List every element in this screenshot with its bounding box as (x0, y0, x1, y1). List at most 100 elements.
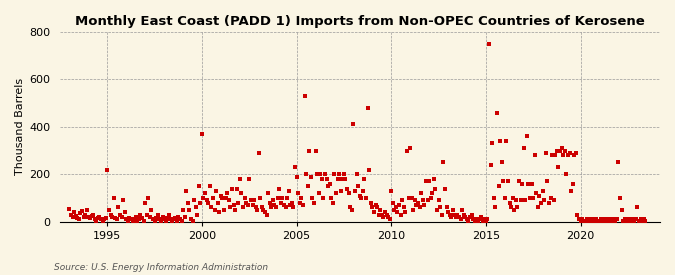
Point (313, 191, 324, 196)
Point (550, 153, 561, 158)
Point (560, 148, 570, 153)
Point (436, 212, 447, 217)
Point (580, 218, 591, 223)
Point (457, 208, 468, 212)
Point (482, 217, 493, 222)
Point (360, 196, 371, 200)
Point (174, 217, 185, 222)
Point (281, 196, 292, 200)
Point (531, 191, 542, 196)
Point (416, 191, 427, 196)
Point (572, 212, 583, 217)
Point (190, 205, 201, 210)
Point (323, 184, 333, 188)
Point (548, 198, 559, 203)
Point (542, 179, 553, 184)
Point (267, 198, 278, 203)
Point (578, 218, 589, 223)
Point (384, 217, 395, 222)
Point (406, 196, 417, 200)
Point (236, 191, 247, 196)
Point (537, 189, 548, 193)
Title: Monthly East Coast (PADD 1) Imports from Non-OPEC Countries of Kerosene: Monthly East Coast (PADD 1) Imports from… (75, 15, 645, 28)
Point (460, 215, 471, 219)
Point (595, 217, 606, 222)
Point (472, 218, 483, 223)
Point (117, 198, 128, 203)
Point (534, 193, 545, 198)
Point (132, 218, 142, 223)
Point (585, 217, 595, 222)
Point (111, 217, 122, 222)
Point (614, 196, 625, 200)
Point (246, 198, 256, 203)
Point (207, 196, 218, 200)
Point (518, 146, 529, 150)
Point (441, 205, 452, 210)
Point (148, 217, 159, 222)
Point (89, 217, 100, 222)
Point (228, 203, 239, 207)
Point (500, 196, 510, 200)
Point (510, 198, 521, 203)
Point (248, 198, 259, 203)
Point (205, 184, 215, 188)
Point (195, 200, 206, 205)
Point (386, 189, 397, 193)
Point (600, 218, 611, 223)
Point (545, 196, 556, 200)
Point (86, 214, 97, 218)
Point (302, 184, 313, 188)
Point (284, 189, 294, 193)
Point (188, 198, 199, 203)
Point (211, 189, 221, 193)
Point (594, 218, 605, 223)
Point (632, 205, 643, 210)
Point (105, 212, 116, 217)
Point (529, 153, 540, 158)
Point (523, 182, 534, 186)
Point (279, 203, 290, 207)
Point (562, 153, 573, 158)
Point (556, 146, 567, 150)
Point (244, 177, 254, 181)
Point (475, 217, 485, 222)
Point (222, 191, 233, 196)
Point (318, 196, 329, 200)
Point (256, 205, 267, 210)
Point (70, 214, 81, 218)
Point (348, 122, 359, 127)
Point (165, 217, 176, 222)
Point (154, 217, 165, 222)
Point (353, 184, 364, 188)
Point (504, 200, 515, 205)
Point (612, 217, 622, 222)
Point (129, 217, 140, 222)
Point (543, 200, 554, 205)
Point (509, 208, 520, 212)
Point (364, 167, 375, 172)
Point (223, 198, 234, 203)
Point (522, 134, 533, 139)
Point (94, 215, 105, 219)
Point (116, 215, 127, 219)
Point (186, 217, 196, 222)
Point (618, 218, 628, 223)
Point (602, 217, 613, 222)
Point (569, 153, 580, 158)
Point (92, 216, 103, 220)
Point (498, 179, 509, 184)
Point (449, 212, 460, 217)
Point (193, 184, 204, 188)
Point (484, 42, 495, 46)
Point (539, 198, 549, 203)
Point (277, 196, 288, 200)
Point (136, 216, 147, 220)
Point (356, 196, 367, 200)
Point (422, 198, 433, 203)
Point (107, 215, 117, 219)
Point (68, 215, 78, 219)
Point (181, 189, 192, 193)
Point (628, 218, 639, 223)
Point (64, 207, 75, 211)
